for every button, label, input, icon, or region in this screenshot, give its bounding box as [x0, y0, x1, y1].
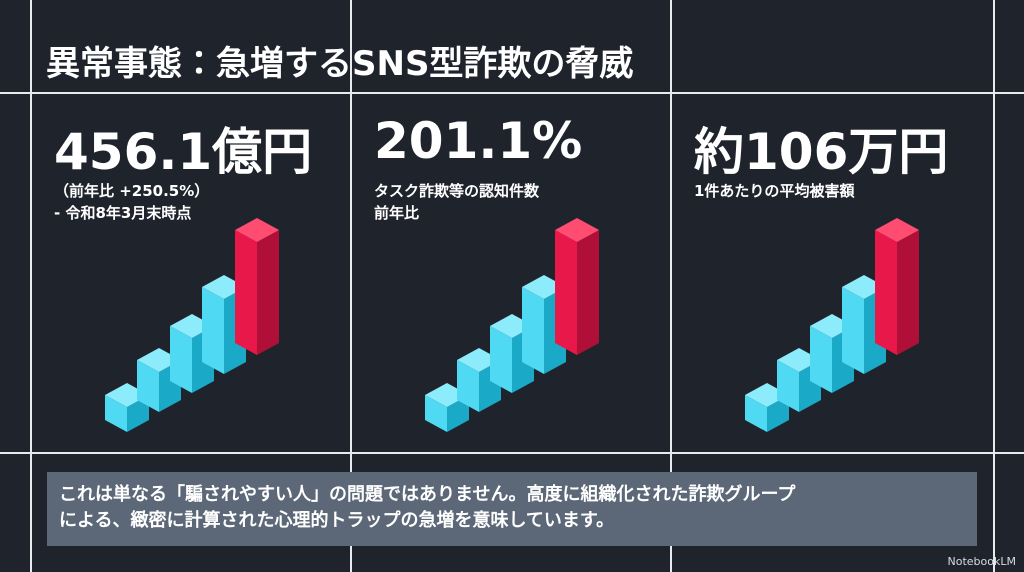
subtext-line: - 令和8年3月末時点 [54, 204, 192, 222]
bar-face [897, 230, 919, 355]
watermark: NotebookLM [947, 555, 1016, 568]
message: これは単なる「騙されやすい人」の問題ではありません。高度に組織化された詐欺グルー… [59, 482, 795, 534]
headline: 456.1億円 [54, 123, 313, 181]
bar-face [127, 395, 149, 432]
bar-face [875, 218, 919, 242]
grid-line [670, 0, 672, 572]
bar-face [555, 218, 599, 242]
grid-line [0, 452, 1024, 454]
subtext: タスク詐欺等の認知件数 前年比 [374, 180, 539, 224]
bar-face [875, 230, 897, 355]
bar-face [522, 287, 544, 374]
bar-face [235, 230, 257, 355]
bar-face [457, 360, 479, 412]
bar-face [170, 326, 192, 393]
card: 201.1% タスク詐欺等の認知件数 前年比 [352, 94, 670, 450]
grid-line [0, 92, 1024, 94]
message-line: による、緻密に計算された心理的トラップの急増を意味しています。 [59, 510, 615, 531]
card: 456.1億円 （前年比 +250.5%） - 令和8年3月末時点 [32, 94, 350, 450]
bar-face [202, 287, 224, 374]
subtext-line: 1件あたりの平均被害額 [694, 182, 855, 200]
bar-illustration [425, 218, 599, 432]
subtext-line: 前年比 [374, 204, 420, 222]
bar-illustration [105, 218, 279, 432]
bar-face [810, 326, 832, 393]
headline: 201.1% [374, 112, 583, 170]
bar-face [490, 326, 512, 393]
bar-face [257, 230, 279, 355]
bar-face [777, 360, 799, 412]
subtext: （前年比 +250.5%） - 令和8年3月末時点 [54, 180, 209, 224]
card: 約106万円 1件あたりの平均被害額 [672, 94, 990, 450]
bar-face [842, 287, 864, 374]
bar-face [105, 395, 127, 432]
bar-face [235, 218, 279, 242]
bar-face [767, 395, 789, 432]
bar-face [745, 395, 767, 432]
bar-face [425, 395, 447, 432]
bar-face [447, 395, 469, 432]
grid-line [30, 0, 32, 572]
message-line: これは単なる「騙されやすい人」の問題ではありません。高度に組織化された詐欺グルー… [59, 484, 796, 505]
subtext-line: タスク詐欺等の認知件数 [374, 182, 540, 200]
grid-line [350, 0, 352, 572]
title: 異常事態：急増するSNS型詐欺の脅威 [46, 44, 634, 84]
subtext-line: （前年比 +250.5%） [54, 182, 210, 200]
bar-face [577, 230, 599, 355]
grid-line [993, 0, 995, 572]
headline: 約106万円 [694, 123, 949, 181]
bar-illustration [745, 218, 919, 432]
bar-face [137, 360, 159, 412]
bar-face [555, 230, 577, 355]
message-box: これは単なる「騙されやすい人」の問題ではありません。高度に組織化された詐欺グルー… [47, 472, 977, 546]
subtext: 1件あたりの平均被害額 [694, 180, 854, 202]
